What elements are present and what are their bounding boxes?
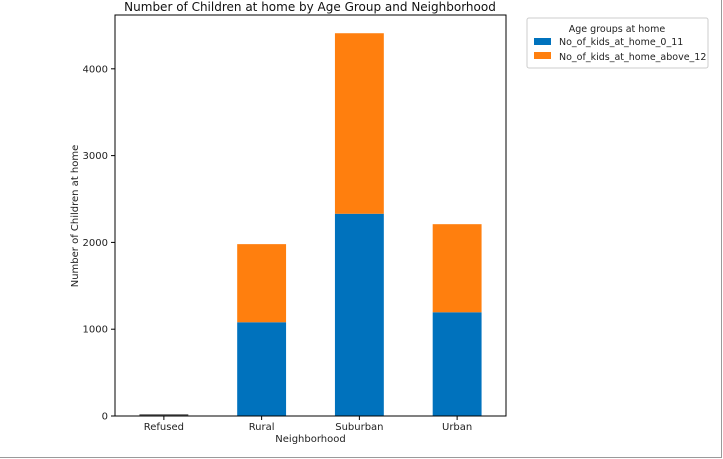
x-tick-label: Rural xyxy=(249,422,275,433)
legend-title: Age groups at home xyxy=(569,24,666,35)
x-tick-label: Refused xyxy=(144,422,184,433)
y-tick-label: 3000 xyxy=(83,151,108,162)
y-tick-label: 2000 xyxy=(83,238,108,249)
x-tick-label: Suburban xyxy=(335,422,383,433)
y-axis-label: Number of Children at home xyxy=(70,145,81,288)
chart-title: Number of Children at home by Age Group … xyxy=(124,0,496,14)
legend-label-1: No_of_kids_at_home_above_12 xyxy=(559,52,706,63)
legend-swatch-0 xyxy=(534,38,551,45)
legend-swatch-1 xyxy=(534,52,551,59)
x-tick-label: Urban xyxy=(442,422,472,433)
bar-suburban-series-1 xyxy=(334,33,384,214)
y-tick-label: 1000 xyxy=(83,325,108,336)
y-tick-label: 4000 xyxy=(83,64,108,75)
x-ticks-group: Refused Rural Suburban Urban xyxy=(144,416,472,433)
x-axis-label: Neighborhood xyxy=(275,434,345,445)
legend-label-0: No_of_kids_at_home_0_11 xyxy=(559,37,683,48)
bar-urban-series-1 xyxy=(432,224,482,313)
bars-group xyxy=(139,33,482,416)
legend-box xyxy=(526,17,709,69)
y-ticks-group: 0 1000 2000 3000 4000 xyxy=(83,64,115,423)
bar-rural-series-0 xyxy=(237,322,287,416)
y-tick-label: 0 xyxy=(102,412,108,423)
legend: Age groups at home No_of_kids_at_home_0_… xyxy=(526,17,709,69)
bar-urban-series-0 xyxy=(432,312,482,416)
bar-suburban-series-0 xyxy=(334,213,384,416)
bar-rural-series-1 xyxy=(237,244,287,323)
plot-area-frame xyxy=(114,14,507,417)
